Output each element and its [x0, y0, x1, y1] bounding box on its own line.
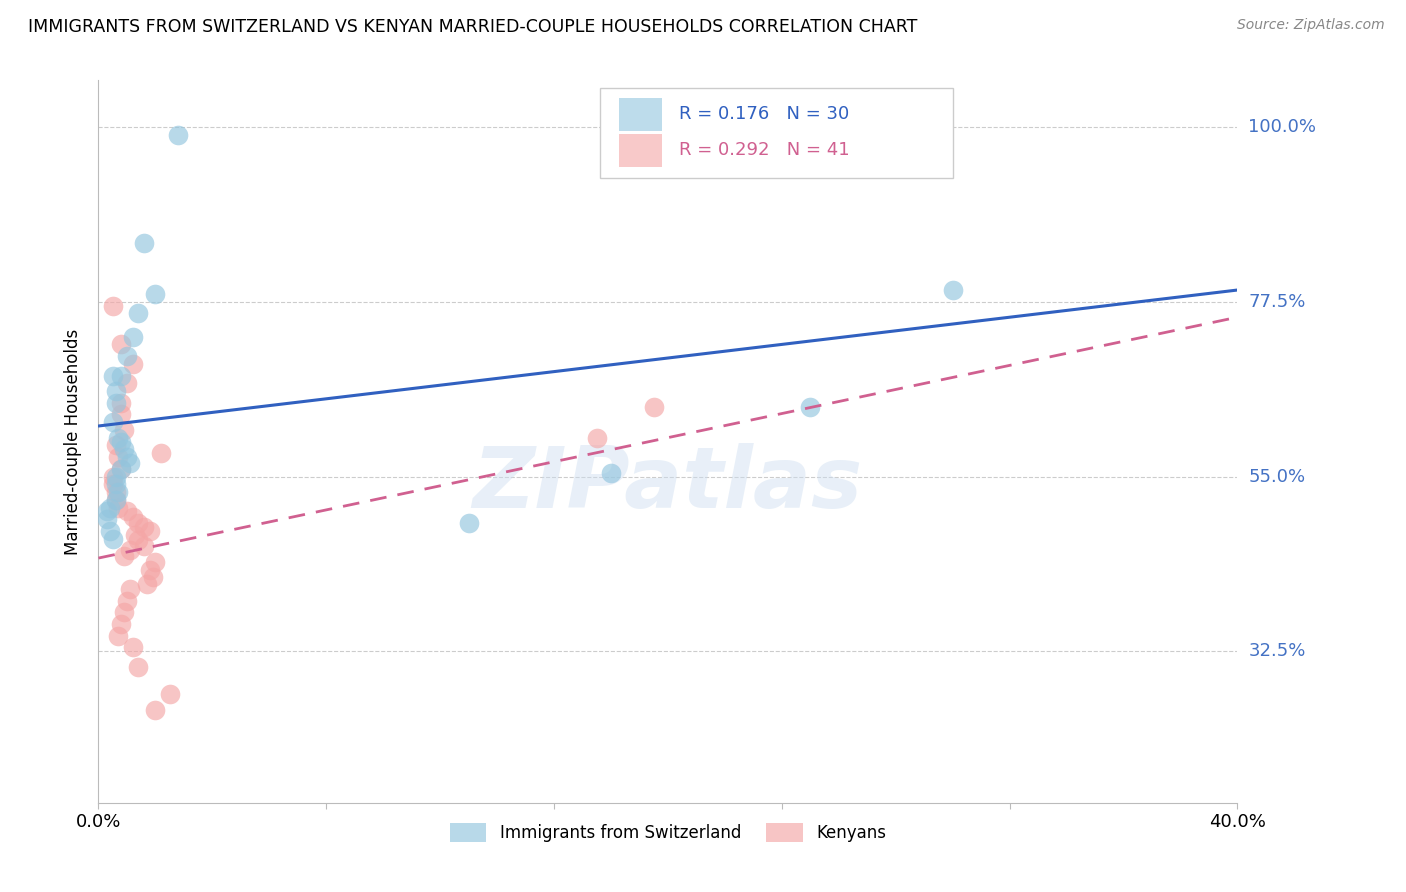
- Point: [101, 415, 124, 429]
- Point: [457, 516, 479, 530]
- Point: [118, 543, 141, 558]
- Point: [98, 524, 121, 538]
- Point: [96, 512, 118, 526]
- Text: 100.0%: 100.0%: [1249, 118, 1316, 136]
- Point: [112, 606, 135, 620]
- Point: [138, 524, 160, 538]
- Point: [585, 431, 607, 445]
- Point: [799, 400, 821, 414]
- Point: [110, 408, 132, 422]
- Point: [101, 299, 124, 313]
- Point: [118, 582, 141, 596]
- Point: [121, 357, 143, 371]
- Point: [104, 438, 127, 452]
- Point: [101, 469, 124, 483]
- Point: [107, 485, 129, 500]
- Point: [115, 594, 138, 608]
- Point: [127, 306, 149, 320]
- Point: [138, 563, 160, 577]
- Point: [145, 287, 167, 301]
- Point: [110, 337, 132, 351]
- Point: [110, 461, 132, 475]
- Point: [110, 461, 132, 475]
- Point: [107, 500, 129, 515]
- Point: [115, 504, 138, 518]
- Text: 77.5%: 77.5%: [1249, 293, 1306, 310]
- Bar: [619, 135, 662, 167]
- Point: [112, 423, 135, 437]
- Point: [112, 549, 135, 563]
- Point: [942, 283, 965, 297]
- Text: 32.5%: 32.5%: [1249, 642, 1306, 660]
- FancyBboxPatch shape: [599, 87, 953, 178]
- Point: [115, 349, 138, 363]
- Point: [101, 477, 124, 491]
- Text: R = 0.176   N = 30: R = 0.176 N = 30: [679, 105, 849, 123]
- Point: [121, 640, 143, 655]
- Point: [110, 434, 132, 449]
- Point: [121, 509, 143, 524]
- Point: [110, 395, 132, 409]
- Point: [150, 446, 173, 460]
- Point: [127, 533, 149, 548]
- Point: [104, 485, 127, 500]
- Point: [643, 400, 665, 414]
- Point: [121, 329, 143, 343]
- Text: 55.0%: 55.0%: [1249, 467, 1306, 485]
- Point: [104, 384, 127, 398]
- Point: [104, 492, 127, 507]
- Point: [96, 504, 118, 518]
- Point: [118, 456, 141, 470]
- Point: [127, 660, 149, 674]
- Point: [600, 466, 623, 480]
- Text: ZIPatlas: ZIPatlas: [472, 443, 863, 526]
- Point: [107, 629, 129, 643]
- Point: [98, 500, 121, 515]
- Point: [132, 540, 155, 554]
- Point: [132, 236, 155, 251]
- Bar: [619, 98, 662, 131]
- Point: [112, 442, 135, 457]
- Point: [115, 450, 138, 464]
- Legend: Immigrants from Switzerland, Kenyans: Immigrants from Switzerland, Kenyans: [443, 816, 893, 848]
- Point: [110, 617, 132, 632]
- Point: [104, 469, 127, 483]
- Point: [104, 492, 127, 507]
- Point: [159, 687, 181, 701]
- Text: Source: ZipAtlas.com: Source: ZipAtlas.com: [1237, 18, 1385, 32]
- Point: [110, 368, 132, 383]
- Point: [104, 477, 127, 491]
- Point: [167, 128, 190, 142]
- Text: IMMIGRANTS FROM SWITZERLAND VS KENYAN MARRIED-COUPLE HOUSEHOLDS CORRELATION CHAR: IMMIGRANTS FROM SWITZERLAND VS KENYAN MA…: [28, 18, 918, 36]
- Point: [101, 532, 124, 546]
- Point: [141, 570, 163, 584]
- Point: [127, 516, 149, 530]
- Point: [107, 450, 129, 464]
- Text: R = 0.292   N = 41: R = 0.292 N = 41: [679, 141, 849, 160]
- Point: [132, 520, 155, 534]
- Point: [104, 395, 127, 409]
- Point: [135, 576, 157, 591]
- Point: [115, 376, 138, 391]
- Point: [145, 702, 167, 716]
- Y-axis label: Married-couple Households: Married-couple Households: [65, 328, 83, 555]
- Point: [124, 528, 146, 542]
- Point: [145, 555, 167, 569]
- Point: [107, 431, 129, 445]
- Point: [101, 368, 124, 383]
